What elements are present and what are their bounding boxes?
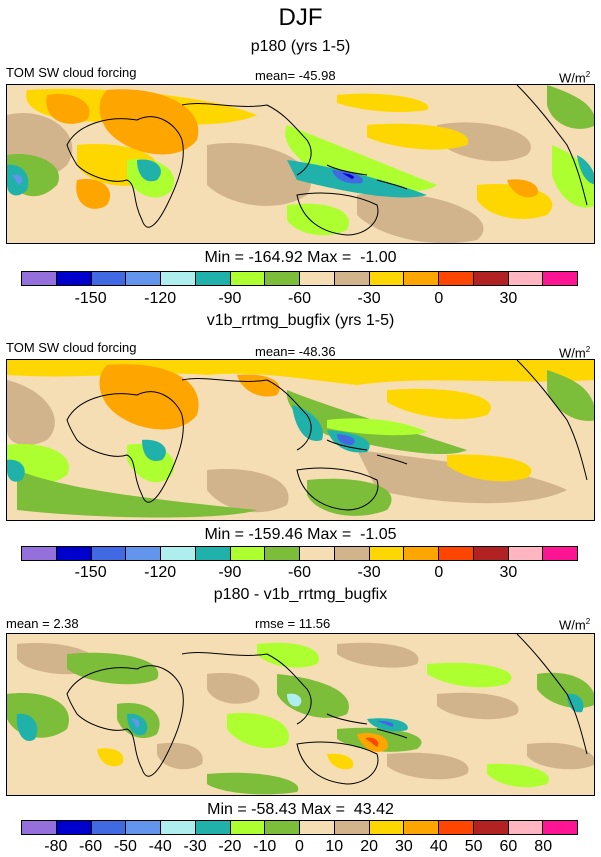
panel-3-tick-label: 50 xyxy=(464,838,483,855)
panel-3-subtitle: p180 - v1b_rrtmg_bugfix xyxy=(213,586,388,603)
panel-3-mean-label: mean = 2.38 xyxy=(6,616,79,631)
panel-3-tick-label: 10 xyxy=(325,838,344,855)
panel-2-tick-label: -120 xyxy=(144,564,177,581)
panel-1-colorbar-swatch xyxy=(22,272,57,285)
panel-1-tick-label: -60 xyxy=(287,290,312,307)
panel-3-colorbar-swatch xyxy=(22,821,57,834)
panel-3-colorbar-swatch xyxy=(439,821,474,834)
panel-2-colorbar-swatch xyxy=(161,547,196,560)
panel-1-colorbar-swatch xyxy=(439,272,474,285)
panel-1-colorbar-swatch xyxy=(334,272,370,285)
panel-3-colorbar-swatch xyxy=(195,821,231,834)
panel-2-tick-label: -150 xyxy=(74,564,107,581)
panel-1-colorbar-swatch xyxy=(473,272,509,285)
panel-2-colorbar-stats: Min = -159.46 Max = -1.05 xyxy=(204,526,397,543)
panel-2-colorbar-swatch xyxy=(91,547,127,560)
panel-3-colorbar-swatch xyxy=(126,821,161,834)
panel-2-colorbar-swatch xyxy=(543,547,577,560)
panel-1-tick-label: -30 xyxy=(357,290,381,307)
panel-2-tick-label: -30 xyxy=(357,564,381,581)
panel-1-colorbar-swatch xyxy=(195,272,231,285)
panel-2-subtitle: v1b_rrtmg_bugfix (yrs 1-5) xyxy=(206,312,395,329)
panel-2-colorbar-swatch xyxy=(369,547,405,560)
panel-3-colorbar-swatch xyxy=(334,821,370,834)
panel-3-colorbar-swatch xyxy=(369,821,405,834)
panel-1-colorbar-swatch xyxy=(369,272,405,285)
panel-3-tick-label: 80 xyxy=(534,838,553,855)
panel-3-tick-label: 20 xyxy=(360,838,378,855)
panel-3-units-label: W/m2 xyxy=(559,617,591,633)
panel-2-variable-label: TOM SW cloud forcing xyxy=(6,340,137,355)
panel-2-colorbar-swatch xyxy=(126,547,161,560)
panel-3-colorbar xyxy=(21,820,578,835)
panel-2-colorbar-swatch xyxy=(404,547,439,560)
panel-3-colorbar-swatch xyxy=(404,821,439,834)
panel-1-map xyxy=(6,84,595,244)
panel-3-tick-label: -80 xyxy=(44,838,68,855)
panel-2-tick-label: -90 xyxy=(218,564,242,581)
panel-3-tick-label: -40 xyxy=(148,838,172,855)
panel-2-colorbar-swatch xyxy=(22,547,57,560)
panel-2-map xyxy=(6,359,595,521)
panel-1-variable-label: TOM SW cloud forcing xyxy=(6,65,137,80)
panel-1-colorbar-swatch xyxy=(543,272,577,285)
panel-3-rmse-label: rmse = 11.56 xyxy=(255,616,331,631)
panel-1-colorbar xyxy=(21,271,578,286)
panel-2-units-label: W/m2 xyxy=(559,345,591,361)
panel-1-tick-label: -150 xyxy=(74,290,107,307)
panel-3-tick-label: -50 xyxy=(113,838,137,855)
panel-2-colorbar-swatch xyxy=(473,547,509,560)
panel-3-tick-label: 40 xyxy=(429,838,448,855)
panel-3-tick-label: -60 xyxy=(79,838,103,855)
panel-3-colorbar-swatch xyxy=(265,821,300,834)
panel-2-colorbar-swatch xyxy=(56,547,92,560)
panel-2-colorbar-swatch xyxy=(195,547,231,560)
panel-3-tick-label: 0 xyxy=(295,838,304,855)
panel-1-colorbar-swatch xyxy=(265,272,300,285)
panel-2-mean-label: mean= -48.36 xyxy=(255,344,336,359)
panel-3-tick-label: 30 xyxy=(394,838,413,855)
panel-1-colorbar-stats: Min = -164.92 Max = -1.00 xyxy=(204,249,397,266)
panel-1-units-label: W/m2 xyxy=(559,70,591,86)
panel-2-colorbar-swatch xyxy=(230,547,266,560)
panel-1-colorbar-swatch xyxy=(56,272,92,285)
panel-3-colorbar-swatch xyxy=(161,821,196,834)
panel-3-colorbar-swatch xyxy=(230,821,266,834)
panel-3-tick-label: 60 xyxy=(499,838,518,855)
panel-2-tick-label: 0 xyxy=(434,564,444,581)
panel-3-colorbar-stats: Min = -58.43 Max = 43.42 xyxy=(207,801,394,818)
panel-3-colorbar-swatch xyxy=(508,821,544,834)
panel-2-colorbar-swatch xyxy=(300,547,335,560)
panel-3-colorbar-swatch xyxy=(473,821,509,834)
panel-3-colorbar-swatch xyxy=(543,821,577,834)
panel-1-colorbar-swatch xyxy=(508,272,544,285)
panel-3-tick-label: -20 xyxy=(218,838,242,855)
panel-1-mean-label: mean= -45.98 xyxy=(255,68,336,83)
panel-1-tick-label: -90 xyxy=(218,290,242,307)
panel-2-colorbar xyxy=(21,546,578,561)
panel-2-colorbar-swatch xyxy=(439,547,474,560)
panel-1-colorbar-swatch xyxy=(300,272,335,285)
panel-2-tick-label: -60 xyxy=(287,564,312,581)
panel-2-colorbar-swatch xyxy=(265,547,300,560)
figure-title: DJF xyxy=(278,4,323,31)
panel-1-colorbar-swatch xyxy=(404,272,439,285)
panel-2-colorbar-swatch xyxy=(334,547,370,560)
panel-3-tick-label: -30 xyxy=(183,838,207,855)
panel-1-colorbar-swatch xyxy=(161,272,196,285)
panel-1-subtitle: p180 (yrs 1-5) xyxy=(250,38,351,55)
panel-1-tick-label: -120 xyxy=(144,290,177,307)
panel-1-colorbar-swatch xyxy=(126,272,161,285)
panel-1-tick-label: 0 xyxy=(434,290,444,307)
panel-2-tick-label: 30 xyxy=(499,564,518,581)
panel-3-colorbar-swatch xyxy=(91,821,127,834)
panel-3-map xyxy=(6,633,595,796)
panel-1-colorbar-swatch xyxy=(91,272,127,285)
panel-3-tick-label: -10 xyxy=(253,838,277,855)
panel-3-colorbar-swatch xyxy=(300,821,335,834)
panel-3-colorbar-swatch xyxy=(56,821,92,834)
panel-1-colorbar-swatch xyxy=(230,272,266,285)
panel-1-tick-label: 30 xyxy=(499,290,518,307)
panel-2-colorbar-swatch xyxy=(508,547,544,560)
